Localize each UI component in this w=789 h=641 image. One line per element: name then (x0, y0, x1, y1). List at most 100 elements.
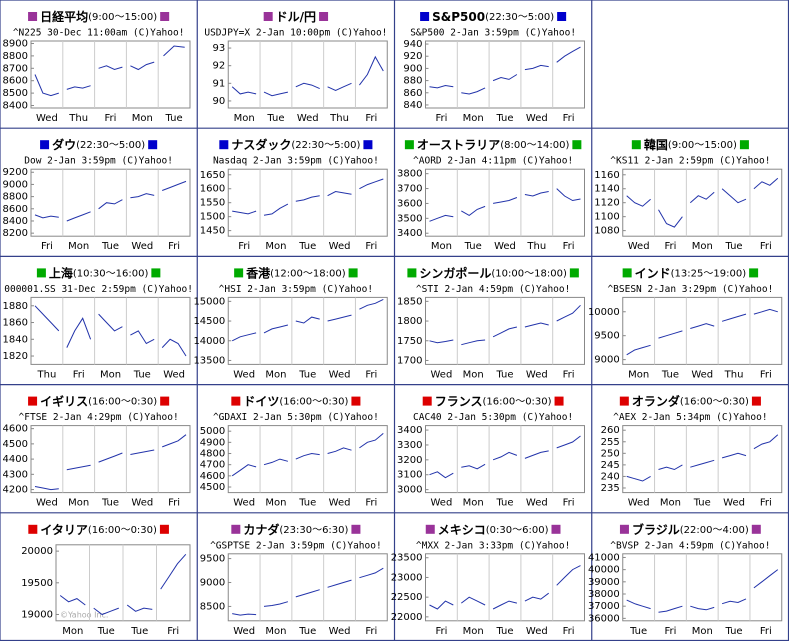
x-tick-label: Fri (563, 241, 575, 252)
chart-title: インド(13:25～19:00) (635, 266, 747, 280)
price-line (66, 211, 91, 222)
price-line (556, 304, 581, 322)
chart-subtitle: Dow 2-Jan 3:59pm (C)Yahoo! (24, 156, 173, 167)
price-line (232, 210, 257, 215)
x-tick-label: Mon (100, 369, 121, 380)
title-name: シンガポール (419, 265, 491, 280)
price-line (327, 447, 352, 454)
chart-subtitle: ^AORD 2-Jan 4:11pm (C)Yahoo! (413, 156, 573, 167)
chart-subtitle: CAC40 2-Jan 5:30pm (C)Yahoo! (413, 412, 573, 423)
plot-area (622, 168, 783, 237)
chart-title: ナスダック(22:30～5:00) (231, 137, 360, 152)
x-tick-label: Wed (36, 498, 58, 509)
y-tick-label: 4600 (200, 471, 225, 482)
x-tick-label: Fri (41, 241, 53, 252)
price-line (524, 450, 549, 459)
y-tick-label: 8600 (3, 204, 28, 215)
y-tick-label: 8200 (3, 228, 28, 239)
y-tick-label: 3400 (397, 425, 422, 436)
mini-chart: 上海(10:30～16:00) 000001.SS 31-Dec 2:59pm (… (3, 265, 193, 381)
x-tick-label: Tue (133, 369, 151, 380)
y-tick-label: 19000 (21, 609, 53, 620)
title-hours: (16:00～0:30) (88, 397, 157, 408)
x-tick-label: Fri (73, 369, 85, 380)
price-line (359, 298, 384, 310)
price-line (721, 598, 747, 605)
y-tick-label: 8400 (3, 216, 28, 227)
y-tick-label: 3500 (397, 213, 422, 224)
x-tick-label: Thu (329, 113, 349, 124)
price-line (524, 64, 549, 71)
x-tick-label: Tue (693, 498, 711, 509)
price-line (721, 188, 747, 204)
title-hours: (9:00～15:00) (88, 12, 157, 23)
y-tick-label: 880 (403, 76, 422, 87)
x-tick-label: Wed (163, 369, 185, 380)
y-tick-label: 255 (601, 437, 620, 448)
y-tick-label: 3300 (397, 440, 422, 451)
title-marker (422, 396, 432, 406)
chart-title: ブラジル(22:00～4:00) (632, 521, 749, 536)
title-marker (160, 12, 170, 21)
y-tick-label: 1160 (594, 170, 619, 181)
price-line (359, 55, 384, 86)
y-tick-label: 840 (403, 100, 422, 111)
mini-chart: ドイツ(16:00～0:30) ^GDAXI 2-Jan 5:30pm (C)Ya… (200, 394, 388, 509)
price-line (626, 344, 651, 356)
price-line (753, 177, 779, 190)
y-tick-label: 250 (601, 448, 620, 459)
title-marker (619, 524, 629, 534)
price-line (556, 46, 581, 63)
price-line (492, 600, 518, 610)
plot-area (227, 553, 388, 622)
x-tick-label: Tue (97, 626, 115, 637)
x-tick-label: Mon (62, 626, 83, 637)
mini-chart: イギリス(16:00～0:30) ^FTSE 2-Jan 4:29pm (C)Ya… (3, 393, 191, 509)
y-tick-label: 860 (403, 88, 422, 99)
y-tick-label: 3400 (397, 228, 422, 239)
price-line (34, 486, 59, 491)
x-tick-label: Wed (131, 241, 153, 252)
y-tick-label: 8800 (3, 51, 28, 62)
x-tick-label: Fri (168, 241, 180, 252)
x-tick-label: Fri (563, 113, 575, 124)
title-marker (151, 268, 161, 278)
x-tick-label: Wed (526, 498, 548, 509)
price-line (429, 339, 454, 344)
y-tick-label: 9500 (200, 554, 225, 565)
y-tick-label: 8500 (3, 88, 28, 99)
title-hours: (22:30～5:00) (485, 12, 554, 23)
mini-chart: 香港(12:00～18:00) ^HSI 2-Jan 3:59pm (C)Yaho… (193, 265, 388, 380)
x-tick-label: Tue (101, 498, 119, 509)
y-tick-label: 9000 (3, 179, 28, 190)
title-hours: (10:30～16:00) (73, 268, 149, 279)
price-line (163, 45, 185, 57)
y-tick-label: 4900 (200, 437, 225, 448)
title-name: ダウ (52, 137, 76, 152)
chart-subtitle: USDJPY=X 2-Jan 10:00pm (C)Yahoo! (204, 28, 387, 39)
x-tick-label: Wed (329, 241, 351, 252)
title-hours: (0:30～6:00) (486, 525, 549, 536)
mini-chart: S&P500(22:30～5:00) S&P500 2-Jan 3:59pm (C… (403, 10, 585, 124)
price-line (263, 458, 289, 466)
title-name: ナスダック (231, 137, 291, 152)
x-tick-label: Fri (435, 113, 447, 124)
chart-title: メキシコ(0:30～6:00) (438, 522, 549, 536)
x-tick-label: Mon (68, 241, 89, 252)
x-tick-label: Wed (628, 241, 650, 252)
chart-title: カナダ(23:30～6:30) (243, 521, 348, 536)
title-marker (622, 268, 632, 278)
x-tick-label: Wed (628, 498, 650, 509)
mini-chart: ブラジル(22:00～4:00) ^BVSP 2-Jan 4:59pm (C)Ya… (588, 521, 783, 637)
title-marker (148, 140, 158, 150)
x-tick-label: Tue (298, 498, 316, 509)
y-tick-label: 1500 (200, 212, 225, 223)
x-tick-label: Fri (760, 498, 772, 509)
x-tick-label: Tue (495, 369, 513, 380)
chart-subtitle: ^GSPTSE 2-Jan 3:59pm (C)Yahoo! (210, 540, 382, 551)
y-tick-label: 23000 (391, 572, 423, 583)
y-tick-label: 4600 (3, 424, 28, 435)
x-tick-label: Wed (430, 369, 452, 380)
price-line (327, 82, 352, 91)
chart-subtitle: ^HSI 2-Jan 3:59pm (C)Yahoo! (219, 284, 373, 295)
